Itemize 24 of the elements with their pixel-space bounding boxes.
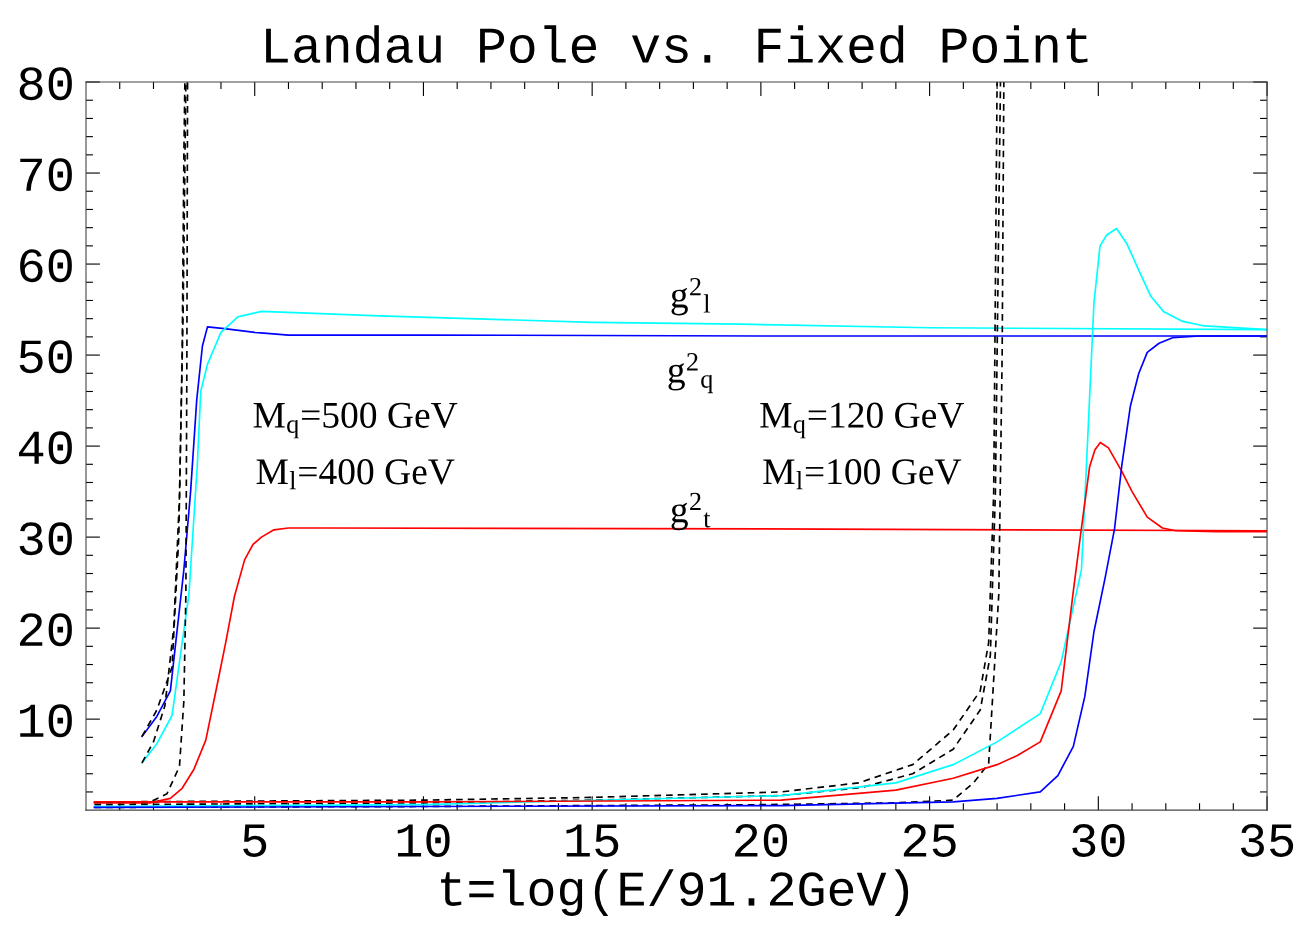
x-tick-label: 25 [903,823,956,857]
y-tick-label: 20 [19,613,72,647]
annotation: g$^{2}$$_{q}$ [668,353,713,394]
y-tick-label: 30 [19,522,72,556]
x-tick-label: 30 [1072,823,1125,857]
chart-title: Landau Pole vs. Fixed Point [266,25,1088,64]
annotation: g$^{2}$$_{l}$ [671,277,710,316]
y-tick-label: 10 [20,704,72,738]
x-tick-label: 35 [1240,823,1294,857]
x-tick-label: 10 [397,823,450,857]
x-tick-label: 5 [243,824,267,857]
x-tick-label: 20 [735,823,788,857]
x-tick-label: 15 [566,824,619,857]
annotation: M$_{l}$=400 GeV [256,459,455,490]
y-tick-label: 70 [20,158,72,192]
y-tick-label: 50 [19,340,72,374]
annotation: M$_{q}$=120 GeV [760,402,964,439]
y-tick-label: 60 [20,249,72,283]
y-tick-label: 80 [19,67,72,101]
y-tick-label: 40 [18,431,72,465]
x-axis-title: t=log(E/91.2GeV) [441,869,909,916]
annotation: g$^{2}$$_{t}$ [671,492,711,531]
annotation: M$_{q}$=500 GeV [253,402,458,439]
annotation: M$_{l}$=100 GeV [763,459,962,490]
